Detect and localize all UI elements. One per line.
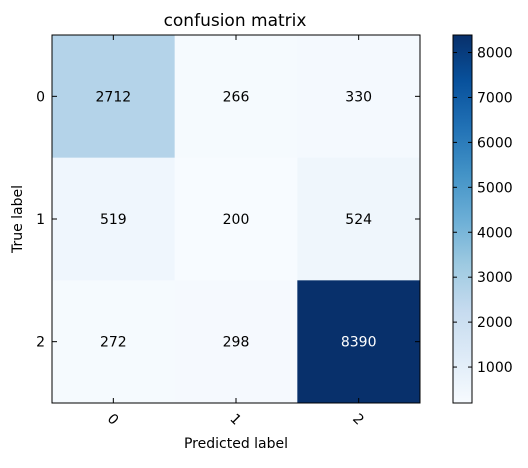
- x-tick-label: 0: [104, 411, 122, 429]
- matrix-cell-1-1: [174, 157, 298, 281]
- colorbar-ticks: 1000 2000 3000 4000 5000 6000 7000 8000: [453, 46, 513, 376]
- cell-value-label: 272: [100, 335, 127, 351]
- cell-labels: 2712 266 330 519 200 524 272 298 8390: [96, 89, 377, 350]
- matrix-cell-2-1: [174, 280, 298, 404]
- colorbar-tick-label: 6000: [477, 135, 513, 151]
- colorbar-tick-label: 5000: [477, 180, 513, 196]
- cell-value-label: 200: [223, 212, 250, 228]
- y-tick-label: 1: [36, 212, 45, 228]
- colorbar-tick-label: 2000: [477, 315, 513, 331]
- colorbar-tick-label: 3000: [477, 270, 513, 286]
- cell-value-label: 330: [345, 89, 372, 105]
- colorbar-tick-label: 7000: [477, 90, 513, 106]
- cell-value-label: 8390: [341, 335, 377, 351]
- x-tick-label: 1: [226, 411, 244, 429]
- cell-value-label: 266: [223, 89, 250, 105]
- y-axis-ticks: 0 1 2: [36, 89, 420, 351]
- cell-value-label: 298: [223, 335, 250, 351]
- cell-value-label: 519: [100, 212, 127, 228]
- cell-value-label: 524: [345, 212, 372, 228]
- y-tick-label: 2: [36, 335, 45, 351]
- colorbar-tick-label: 1000: [477, 360, 513, 376]
- colorbar-tick-label: 4000: [477, 225, 513, 241]
- matrix-cell-2-2: [297, 280, 421, 404]
- colorbar-tick-label: 8000: [477, 46, 513, 62]
- chart-title: confusion matrix: [164, 11, 307, 31]
- matrix-cell-2-0: [52, 280, 176, 404]
- matrix-cell-1-0: [52, 157, 176, 281]
- matrix-cell-0-1: [174, 35, 298, 159]
- x-tick-label: 2: [349, 411, 367, 429]
- colorbar: [452, 34, 473, 404]
- cell-value-label: 2712: [96, 89, 132, 105]
- y-axis-label: True label: [10, 185, 26, 254]
- matrix-cell-0-0: [52, 35, 176, 159]
- matrix-cell-1-2: [297, 157, 421, 281]
- matrix-cells: [52, 35, 421, 404]
- x-axis-label: Predicted label: [184, 436, 288, 452]
- y-tick-label: 0: [36, 89, 45, 105]
- matrix-cell-0-2: [297, 35, 421, 159]
